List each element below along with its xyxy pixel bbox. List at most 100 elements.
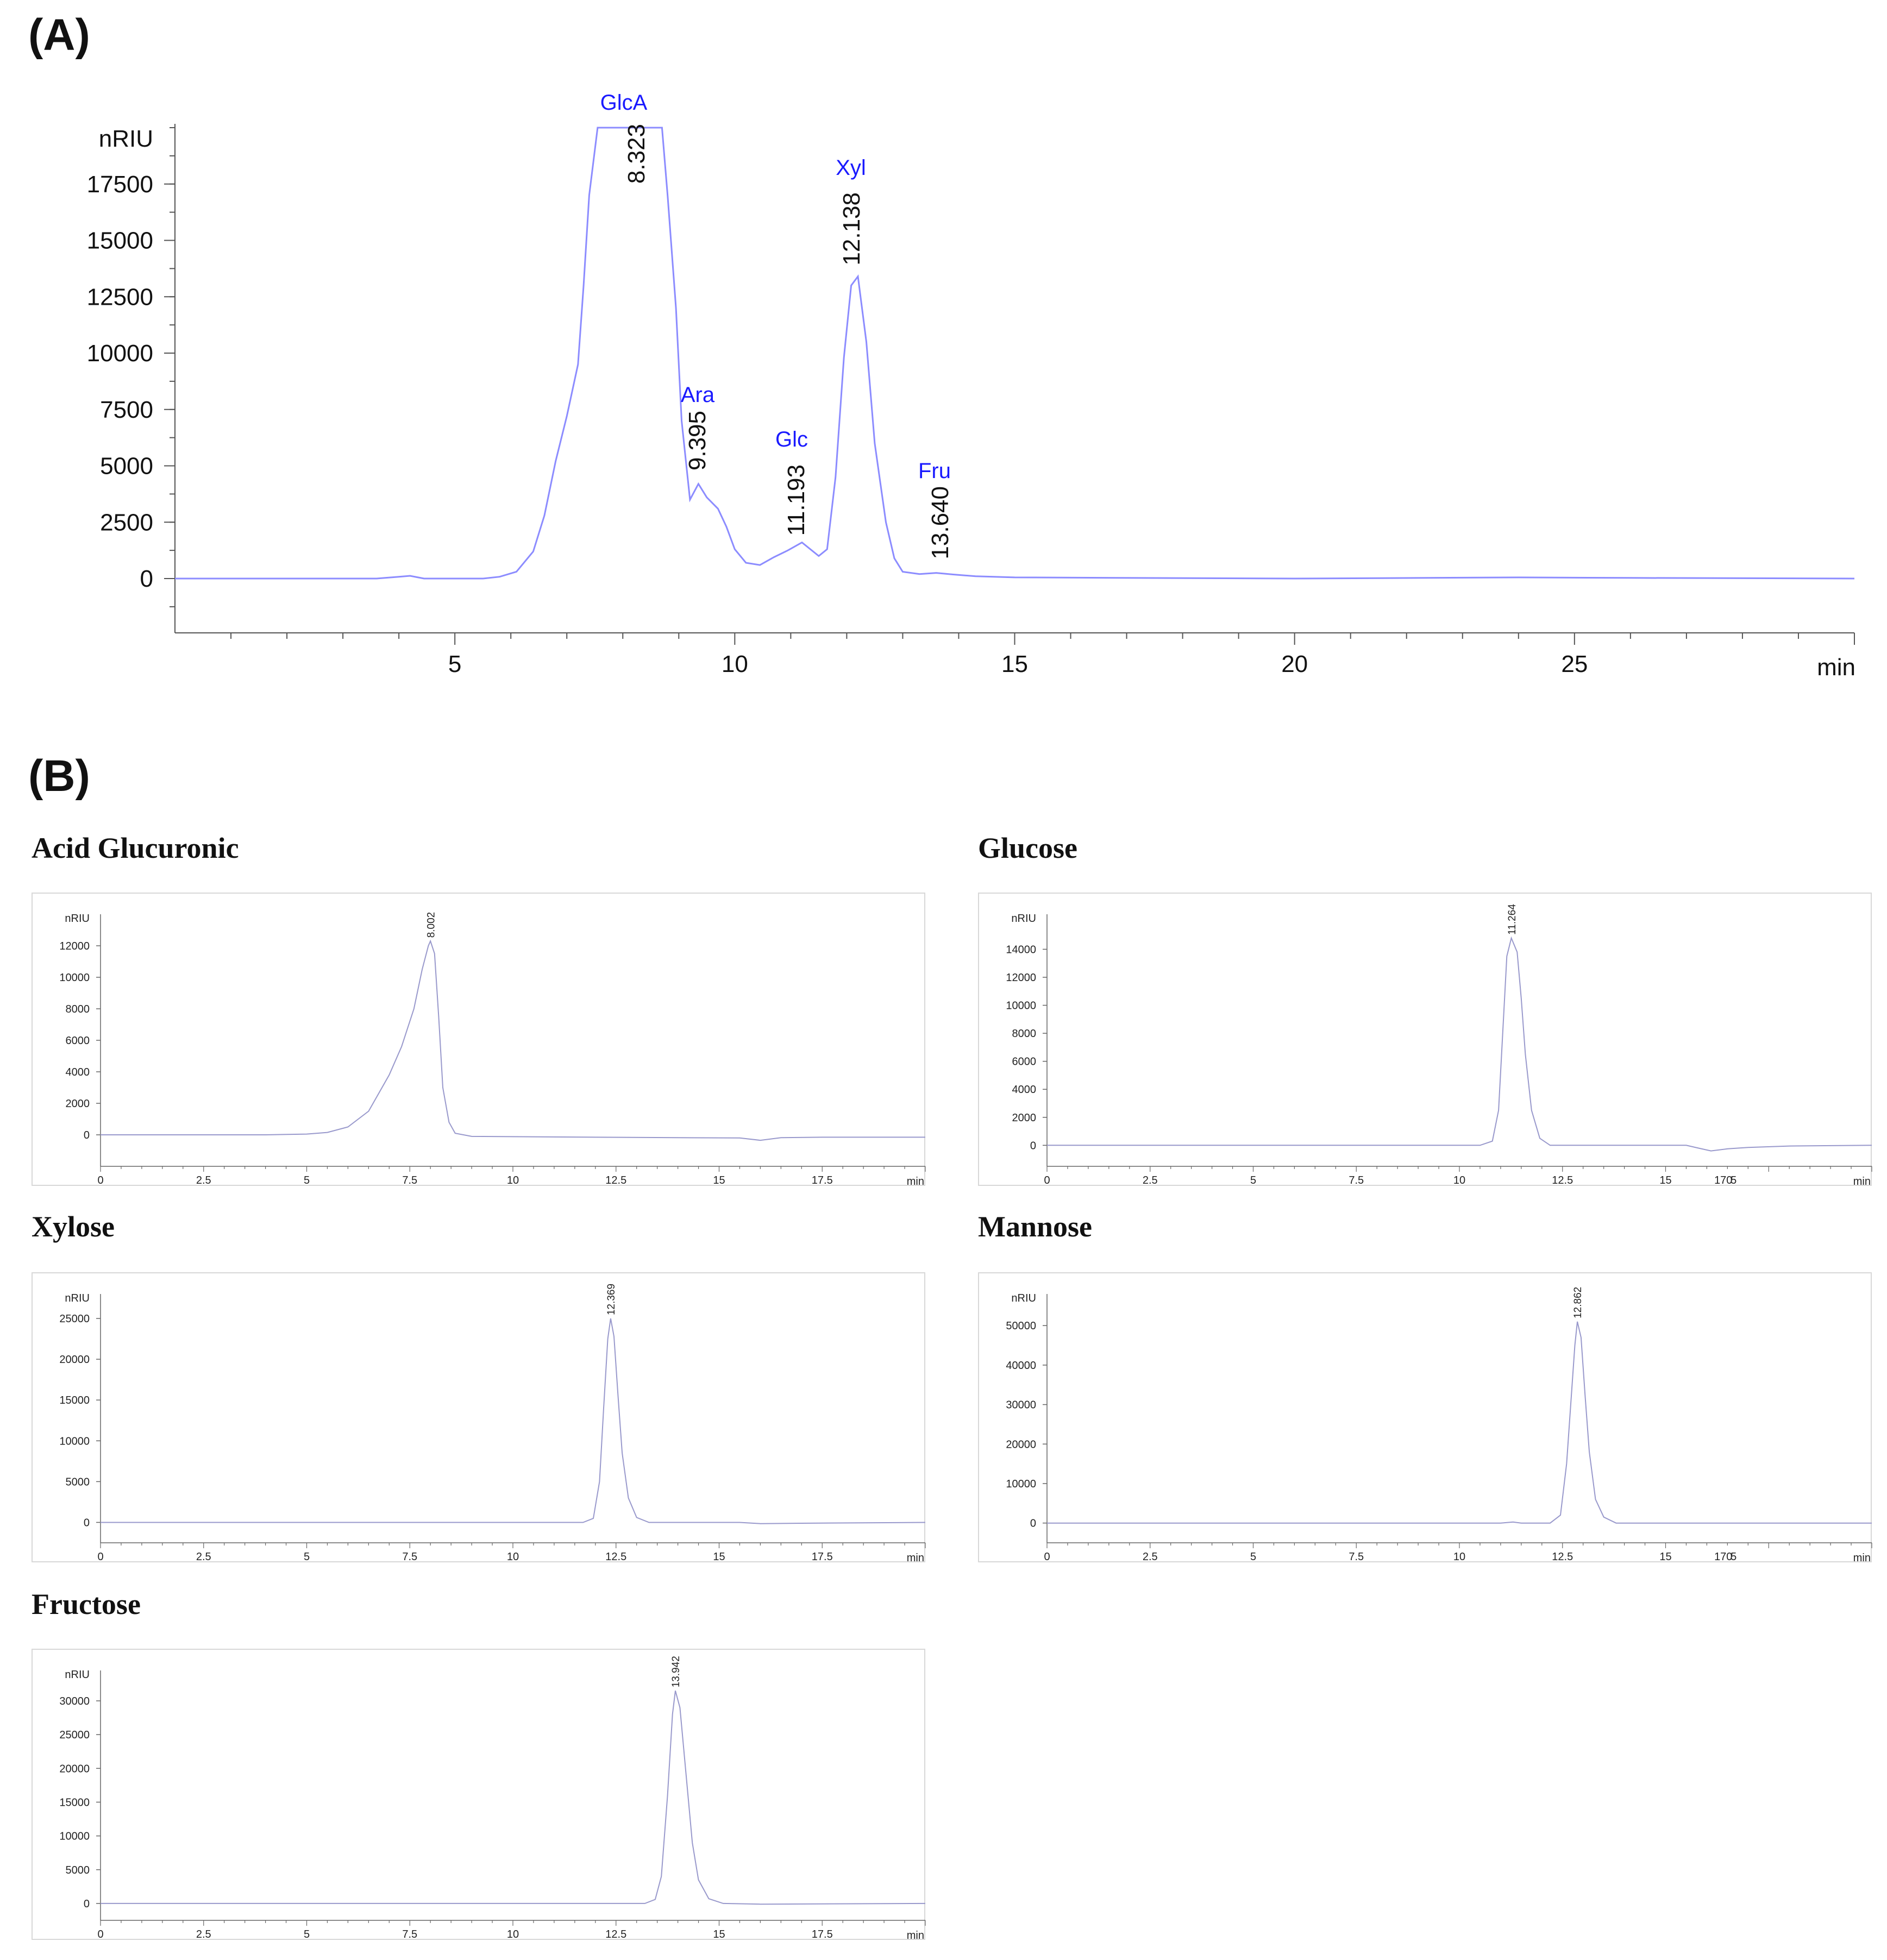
y-tick-label: 6000 <box>66 1035 90 1047</box>
y-tick-label: 7500 <box>100 397 153 423</box>
peak-retention-time: 11.193 <box>783 464 810 536</box>
y-tick-label: 2500 <box>100 509 153 536</box>
y-tick-label: 40000 <box>1006 1360 1036 1372</box>
x-tick-label: 12.5 <box>605 1174 626 1186</box>
x-axis-unit: min <box>907 1930 924 1942</box>
peak-retention-time: 12.138 <box>838 192 865 266</box>
peak-name: Ara <box>681 383 715 407</box>
chromatogram-a: 0 2500 5000 7500 10000 12500 15000 17500 nRIU 5 10… <box>87 91 1855 681</box>
peak-name: Glc <box>775 428 808 451</box>
y-tick-label: 15000 <box>59 1394 90 1406</box>
title-xylose: Xylose <box>32 1210 115 1243</box>
y-axis-unit: nRIU <box>65 913 90 925</box>
y-tick-label: 30000 <box>59 1695 90 1707</box>
y-tick-label: 0 <box>1030 1140 1036 1152</box>
x-axis-unit: min <box>1853 1176 1871 1188</box>
x-tick-label: 0 <box>1044 1551 1050 1563</box>
peak-retention-time: 12.369 <box>606 1284 617 1315</box>
title-mannose: Mannose <box>978 1210 1093 1243</box>
y-axis-unit: nRIU <box>1011 1292 1036 1304</box>
peak-retention-time: 9.395 <box>684 411 711 470</box>
x-tick-label: 12.5 <box>605 1928 626 1940</box>
peak-retention-time: 13.942 <box>670 1656 682 1687</box>
x-tick-label: 5 <box>304 1928 310 1940</box>
y-tick-label: 5000 <box>66 1476 90 1488</box>
x-tick-label: 17.5 <box>812 1928 833 1940</box>
x-tick-label: 25 <box>1561 651 1588 677</box>
x-tick-label: 10 <box>507 1551 519 1563</box>
x-axis-unit: min <box>907 1176 924 1188</box>
x-tick-label: 170 <box>1714 1174 1732 1186</box>
x-tick-label: 15 <box>1001 651 1028 677</box>
y-tick-label: 0 <box>84 1517 90 1529</box>
chromatogram-acid-glucuronic: 0 2000 4000 6000 8000 10000 12000 nRIU 0 2.5 5 7.5 1… <box>59 912 926 1188</box>
y-tick-label: 0 <box>140 566 153 592</box>
x-tick-label: 15 <box>1659 1551 1671 1563</box>
y-tick-label: 10000 <box>59 1831 90 1843</box>
x-tick-label: 0 <box>97 1928 103 1940</box>
y-tick-label: 12000 <box>1006 972 1036 984</box>
y-tick-label: 25000 <box>59 1729 90 1741</box>
title-glucose: Glucose <box>978 832 1077 864</box>
x-axis-unit: min <box>1853 1552 1871 1564</box>
x-tick-label: 0 <box>97 1174 103 1186</box>
peak-name: Xyl <box>836 156 866 180</box>
y-tick-label: 20000 <box>1006 1438 1036 1450</box>
x-tick-label: 12.5 <box>1552 1174 1573 1186</box>
frame-mannose <box>978 1272 1872 1562</box>
y-tick-label: 10000 <box>59 972 90 984</box>
y-tick-label: 2000 <box>1012 1112 1037 1124</box>
chromatogram-line <box>101 1691 926 1905</box>
y-tick-label: 2000 <box>66 1098 90 1110</box>
x-tick-label: 2.5 <box>1143 1174 1158 1186</box>
frame-xylose <box>32 1272 925 1562</box>
x-tick-label: 15 <box>713 1174 725 1186</box>
x-tick-label: 10 <box>507 1174 519 1186</box>
x-axis-unit: min <box>1817 654 1855 681</box>
y-tick-label: 15000 <box>87 228 153 254</box>
chromatogram-line <box>1047 936 1872 1152</box>
x-tick-label: 20 <box>1281 651 1308 677</box>
x-tick-label: 10 <box>1453 1551 1465 1563</box>
peak-retention-time: 12.862 <box>1572 1287 1584 1318</box>
chromatogram-line <box>101 939 925 1141</box>
chromatogram-line <box>1047 1321 1872 1524</box>
y-axis-unit: nRIU <box>65 1669 90 1681</box>
y-tick-label: 0 <box>84 1898 90 1910</box>
y-tick-label: 12000 <box>59 940 90 952</box>
x-tick-label: 5 <box>304 1174 310 1186</box>
y-tick-label: 20000 <box>59 1354 90 1366</box>
peak-retention-time: 8.323 <box>623 124 650 184</box>
y-tick-label: 17500 <box>87 171 153 198</box>
title-fructose: Fructose <box>32 1588 141 1620</box>
x-tick-label: 17.5 <box>812 1551 833 1563</box>
y-tick-label: 8000 <box>1012 1028 1037 1040</box>
chromatogram-xylose: 0 5000 10000 15000 20000 25000 nRIU 0 2.5 5 7.5 10 1… <box>59 1284 926 1564</box>
y-axis-unit: nRIU <box>1011 913 1036 925</box>
chromatogram-line <box>175 127 1855 580</box>
y-tick-label: 10000 <box>59 1435 90 1447</box>
panel-a-label: (A) <box>28 10 90 60</box>
y-tick-label: 20000 <box>59 1763 90 1775</box>
title-acid-glucuronic: Acid Glucuronic <box>32 832 239 864</box>
y-tick-label: 5000 <box>100 453 153 480</box>
chromatogram-mannose: 0 10000 20000 30000 40000 50000 nRIU 0 2.5 5 7.5 10… <box>1006 1287 1872 1564</box>
x-tick-label: 10 <box>722 651 748 677</box>
x-tick-label: 5 <box>1250 1174 1256 1186</box>
x-tick-label: 7.5 <box>1349 1174 1364 1186</box>
x-tick-label: 0 <box>1044 1174 1050 1186</box>
x-tick-label: 7.5 <box>402 1551 417 1563</box>
y-tick-label: 50000 <box>1006 1320 1036 1332</box>
frame-acid-glucuronic <box>32 893 925 1186</box>
y-tick-label: 5000 <box>66 1864 90 1876</box>
y-tick-label: 25000 <box>59 1313 90 1325</box>
frame-fructose <box>32 1649 925 1940</box>
y-tick-label: 4000 <box>1012 1084 1037 1096</box>
peak-name: GlcA <box>600 91 648 115</box>
y-tick-label: 4000 <box>66 1066 90 1078</box>
y-tick-label: 8000 <box>66 1003 90 1015</box>
x-tick-label: 15 <box>713 1551 725 1563</box>
y-tick-label: 15000 <box>59 1796 90 1808</box>
frame-glucose <box>978 893 1872 1186</box>
x-tick-label: 7.5 <box>1349 1551 1364 1563</box>
